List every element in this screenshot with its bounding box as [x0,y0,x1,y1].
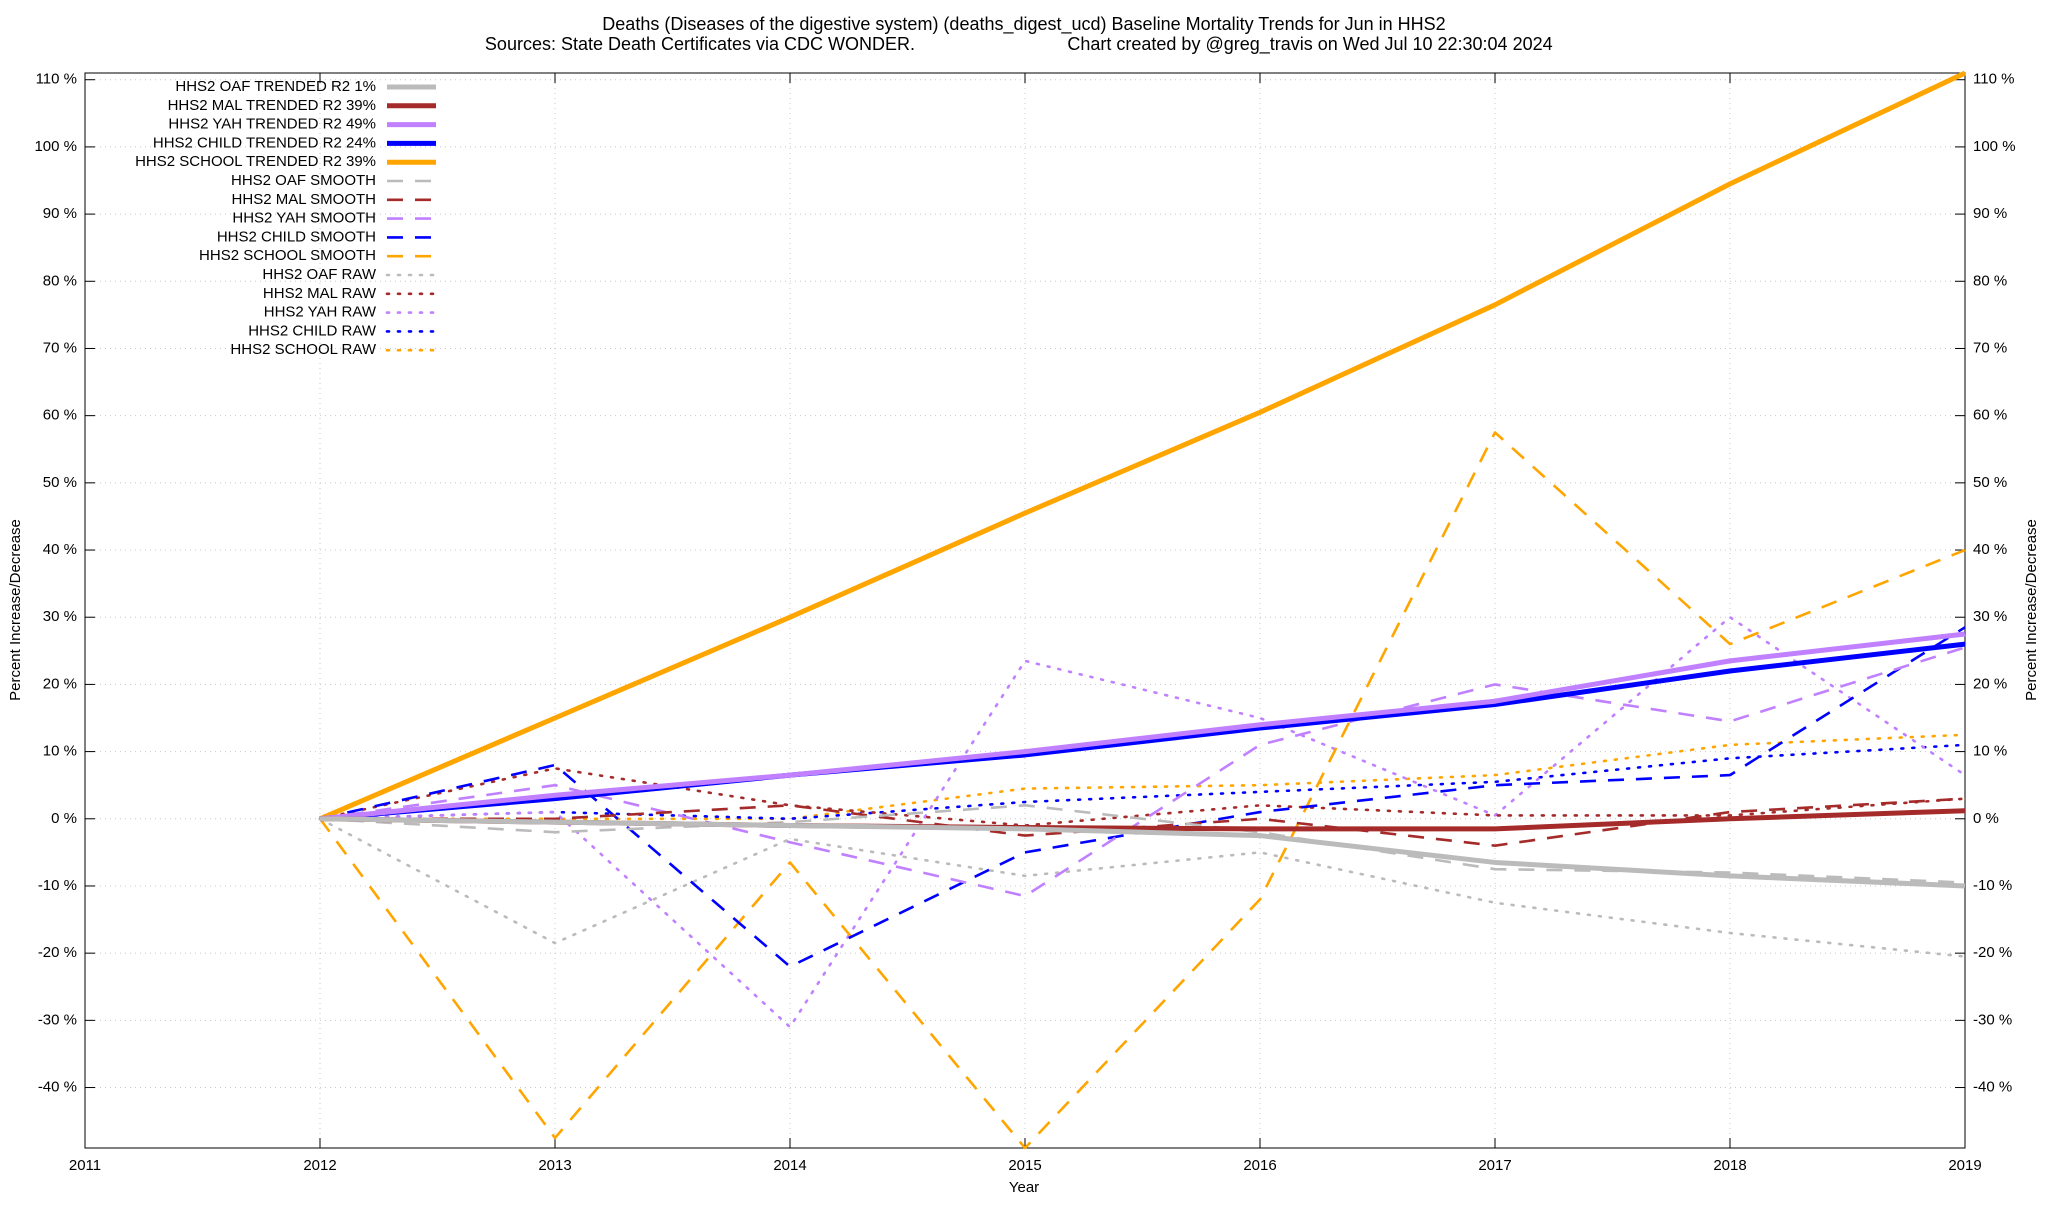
y2-tick-label: 50 % [1973,474,2007,491]
y2-tick-label: 30 % [1973,608,2007,625]
y2-tick-label: -20 % [1973,944,2012,961]
y-tick-label: 90 % [43,205,77,222]
legend-label: HHS2 YAH TRENDED R2 49% [168,116,376,133]
y2-axis-label: Percent Increase/Decrease [2023,519,2040,701]
y2-tick-label: 60 % [1973,407,2007,424]
y2-tick-label: -30 % [1973,1011,2012,1028]
legend-label: HHS2 OAF TRENDED R2 1% [175,78,376,95]
y2-tick-label: 70 % [1973,339,2007,356]
chart-subtitle: Sources: State Death Certificates via CD… [485,34,915,54]
legend-label: HHS2 CHILD TRENDED R2 24% [153,134,376,151]
legend-label: HHS2 OAF RAW [262,266,376,283]
y2-tick-label: 100 % [1973,138,2016,155]
y-tick-label: 60 % [43,407,77,424]
y-tick-label: 20 % [43,675,77,692]
legend-label: HHS2 CHILD SMOOTH [217,228,376,245]
series-line [318,817,1967,958]
series-line [318,431,1966,1150]
y2-tick-label: -10 % [1973,877,2012,894]
y-tick-label: 70 % [43,339,77,356]
y-tick-label: -10 % [38,877,77,894]
x-tick-label: 2012 [303,1157,336,1174]
y-tick-label: -20 % [38,944,77,961]
x-tick-label: 2018 [1713,1157,1746,1174]
x-tick-label: 2013 [538,1157,571,1174]
legend-label: HHS2 SCHOOL RAW [230,341,376,358]
y-tick-label: 30 % [43,608,77,625]
x-tick-label: 2019 [1948,1157,1981,1174]
x-axis-label: Year [1009,1179,1039,1196]
legend-label: HHS2 MAL TRENDED R2 39% [168,97,376,114]
legend-label: HHS2 CHILD RAW [248,322,377,339]
series-line [319,816,1966,889]
series-line [318,733,1967,821]
y2-tick-label: 110 % [1973,71,2014,88]
x-tick-label: 2016 [1243,1157,1276,1174]
y-tick-label: 80 % [43,272,77,289]
legend-label: HHS2 SCHOOL SMOOTH [199,247,376,264]
series-line [319,646,1966,898]
y2-tick-label: 20 % [1973,675,2007,692]
legend-label: HHS2 MAL SMOOTH [232,191,376,208]
y2-tick-label: 90 % [1973,205,2007,222]
y-tick-label: -30 % [38,1011,77,1028]
legend-label: HHS2 SCHOOL TRENDED R2 39% [135,153,376,170]
y-tick-label: 0 % [51,810,77,827]
y-tick-label: 40 % [43,541,77,558]
series-line [318,743,1967,821]
series-line [319,641,1966,822]
legend-label: HHS2 YAH SMOOTH [232,210,376,227]
x-tick-label: 2015 [1008,1157,1041,1174]
y2-tick-label: -40 % [1973,1079,2012,1096]
x-tick-label: 2014 [773,1157,806,1174]
y2-tick-label: 0 % [1973,810,1999,827]
series-line [319,631,1966,822]
y2-tick-label: 10 % [1973,743,2007,760]
y-tick-label: 100 % [34,138,77,155]
y-tick-label: 50 % [43,474,77,491]
y2-tick-label: 40 % [1973,541,2007,558]
x-tick-label: 2011 [69,1157,101,1174]
x-tick-label: 2017 [1478,1157,1511,1174]
chart-credit: Chart created by @greg_travis on Wed Jul… [1067,34,1552,55]
legend-label: HHS2 MAL RAW [263,285,377,302]
y-tick-label: 110 % [36,71,77,88]
y-tick-label: -40 % [38,1079,77,1096]
y-tick-label: 10 % [43,743,77,760]
legend-label: HHS2 YAH RAW [264,304,377,321]
y-axis-label: Percent Increase/Decrease [7,519,24,701]
y2-tick-label: 80 % [1973,272,2007,289]
series-line [319,70,1967,822]
legend-label: HHS2 OAF SMOOTH [231,172,376,189]
chart-title: Deaths (Diseases of the digestive system… [602,14,1445,35]
series-line [318,615,1967,1029]
